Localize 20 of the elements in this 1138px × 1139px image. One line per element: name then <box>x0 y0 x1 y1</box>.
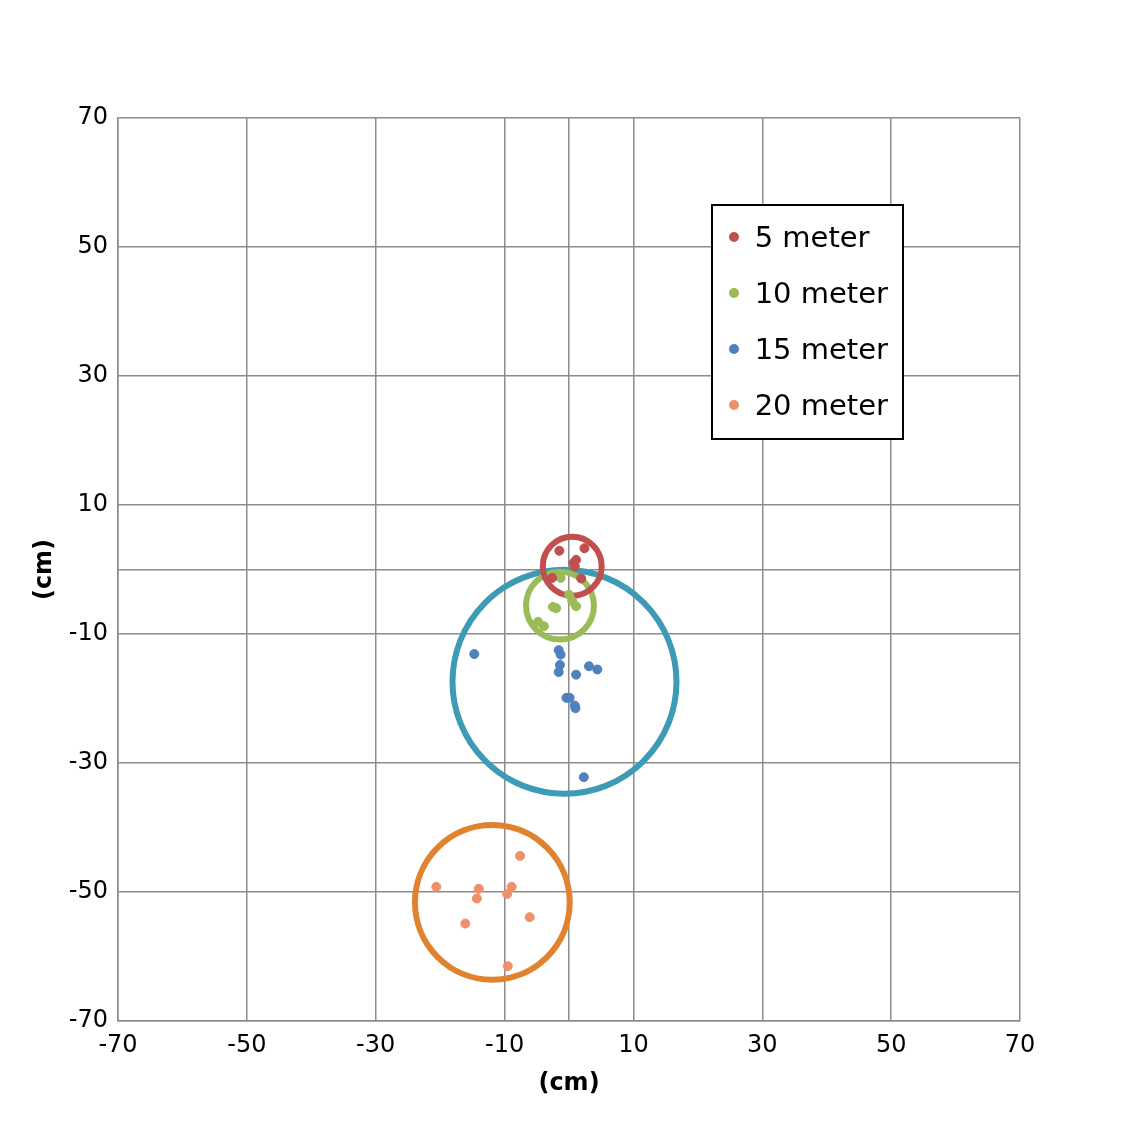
y-tick-label: 70 <box>77 102 108 131</box>
x-tick-label: -10 <box>484 1029 525 1058</box>
x-tick-label: 30 <box>747 1029 778 1058</box>
x-tick-label: 50 <box>875 1029 907 1058</box>
y-tick-label: -50 <box>68 876 108 905</box>
x-tick-label: -50 <box>227 1029 267 1058</box>
x-tick-label: -30 <box>356 1029 396 1058</box>
y-axis-title: (cm) <box>28 538 57 601</box>
y-tick-label: 10 <box>77 489 108 518</box>
legend-label: 5 meter <box>754 220 870 254</box>
legend-label: 10 meter <box>754 276 888 310</box>
y-tick-label: 50 <box>77 231 108 260</box>
y-tick-label: -10 <box>68 618 108 647</box>
legend-label: 15 meter <box>754 332 888 366</box>
y-tick-label: 30 <box>77 360 108 389</box>
y-tick-label: -30 <box>68 747 108 776</box>
x-tick-label: 70 <box>1004 1029 1036 1058</box>
legend-label: 20 meter <box>754 388 888 422</box>
x-tick-label: 10 <box>618 1029 649 1058</box>
x-axis-title: (cm) <box>538 1068 600 1097</box>
